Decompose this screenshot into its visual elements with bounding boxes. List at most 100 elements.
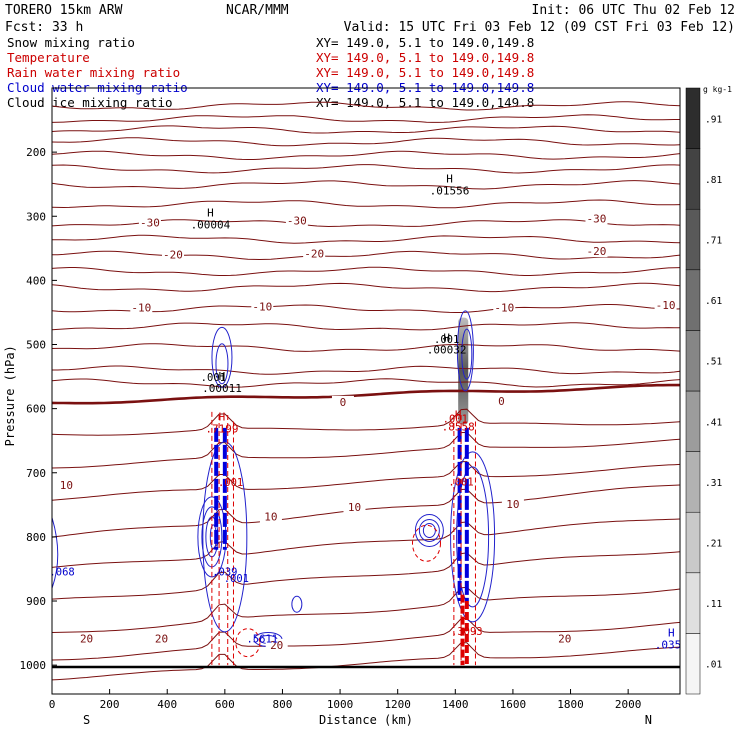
isotherm-label: -10 (252, 300, 272, 313)
maximum-marker: H (668, 627, 675, 640)
isotherm-line (52, 180, 680, 190)
isotherm-line (52, 250, 680, 261)
rain-water-contour (235, 628, 261, 658)
isotherm-label-bg (490, 395, 513, 408)
isotherm-line (52, 408, 680, 436)
legend-field-name: Temperature (7, 50, 90, 65)
x-axis-south-label: S (83, 713, 90, 727)
cloud-water-contour (418, 518, 440, 542)
legend-field-name: Rain water mixing ratio (7, 65, 180, 80)
isotherm-line (52, 551, 680, 600)
isotherm-label: -10 (131, 302, 151, 315)
colorbar-swatch (685, 208, 701, 271)
isotherm-label-bg (259, 510, 282, 523)
temperature-contours (52, 101, 680, 681)
isotherm-label: -20 (163, 248, 183, 261)
cloud-water-contour (461, 328, 473, 380)
isotherm-line (52, 282, 680, 293)
isotherm-label: 0 (340, 396, 347, 409)
colorbar-swatch (685, 572, 701, 634)
colorbar-label: .61 (705, 296, 722, 307)
colorbar-label: .01 (705, 660, 722, 671)
isotherm-line (52, 617, 680, 661)
colorbar-label: .41 (705, 417, 722, 428)
legend-field-xy: XY= 149.0, 5.1 to 149.0,149.8 (316, 35, 534, 50)
isotherm-line (52, 164, 680, 174)
maxima-labels: H.00004H.01556H.00032H.00011H.7199H.8558… (49, 173, 680, 652)
isotherm-label: -10 (656, 299, 676, 312)
x-tick-label: 1600 (500, 698, 527, 711)
maximum-value: .8558 (442, 421, 475, 434)
contour-label: .001 (443, 414, 468, 426)
isotherm-label: -10 (494, 302, 514, 315)
isotherm-label: -20 (304, 248, 324, 261)
maximum-value: .00032 (427, 344, 467, 357)
cloud-water-contour (202, 441, 248, 633)
contour-label: .068 (49, 566, 74, 578)
legend-field-name: Snow mixing ratio (7, 35, 135, 50)
y-tick-label: 200 (26, 146, 46, 159)
y-axis-title: Pressure (hPa) (3, 345, 17, 446)
field-legend: Snow mixing ratio XY= 149.0, 5.1 to 149.0… (7, 35, 534, 110)
cloud-water-contours (52, 310, 496, 647)
colorbar-label: .21 (705, 539, 722, 550)
colorbar-swatch (685, 330, 701, 392)
colorbar-swatch (685, 269, 701, 331)
isotherm-line (52, 365, 680, 375)
x-axis-title: Distance (km) (319, 713, 413, 727)
maximum-marker: H (455, 409, 462, 422)
isotherm-label-bg (150, 632, 173, 645)
maximum-marker: H (443, 332, 450, 345)
isotherm-line (52, 431, 680, 469)
maximum-marker: H (219, 370, 226, 383)
isotherm-line (52, 114, 680, 123)
x-tick-label: 1200 (384, 698, 411, 711)
isotherm-label-bg (501, 497, 524, 510)
colorbar-label: .31 (705, 478, 722, 489)
legend-field-xy: XY= 149.0, 5.1 to 149.0,149.8 (316, 65, 534, 80)
isotherm-line (52, 586, 680, 633)
isotherm-line (52, 266, 680, 276)
forecast-hour: Fcst: 33 h (5, 20, 83, 35)
maximum-marker: H (219, 411, 226, 424)
colorbar-label: .51 (705, 357, 722, 368)
maximum-marker: H (207, 207, 214, 220)
model-title: TORERO 15km ARW (5, 3, 123, 18)
contour-label: .001 (201, 372, 226, 384)
isotherm-line (52, 234, 680, 244)
contour-label: .039 (212, 566, 237, 578)
isotherm-label-bg (130, 301, 153, 314)
y-tick-label: 500 (26, 339, 46, 352)
cloud-water-contour (450, 451, 496, 623)
colorbar-swatch (685, 148, 701, 210)
x-tick-label: 200 (100, 698, 120, 711)
colorbar-label: .71 (705, 236, 722, 247)
y-tick-label: 700 (26, 467, 46, 480)
isotherm-label: 0 (498, 395, 505, 408)
x-axis-north-label: N (645, 713, 652, 727)
isotherm-label-bg (75, 632, 98, 645)
maximum-value: .00004 (191, 219, 231, 232)
maximum-value: .01556 (430, 185, 470, 198)
plot-frame (51, 87, 681, 695)
isotherm-label-bg (585, 212, 608, 225)
isotherm-label-bg (303, 247, 326, 260)
colorbar-swatch (685, 390, 701, 452)
valid-time: Valid: 15 UTC Fri 03 Feb 12 (09 CST Fri … (344, 20, 735, 35)
temperature-labels: -30 -30 -30 -20 -20 -20 -10 -10 -10 -10 0 0 10 10 10 10… (55, 212, 677, 652)
cloud-water-contour (52, 517, 59, 589)
isotherm-line (52, 343, 680, 352)
x-tick-label: 800 (273, 698, 293, 711)
colorbar-label: .11 (705, 599, 722, 610)
x-tick-label: 0 (49, 698, 56, 711)
isotherm-label-bg (55, 479, 78, 492)
contour-label: .001 (434, 334, 459, 346)
contour-label: .3093 (451, 626, 483, 638)
isotherm-label: 10 (506, 498, 519, 511)
isotherm-line (52, 101, 680, 111)
y-tick-label: 1000 (20, 659, 47, 672)
isotherm-label: -30 (140, 216, 160, 229)
isotherm-label: 20 (155, 632, 168, 645)
